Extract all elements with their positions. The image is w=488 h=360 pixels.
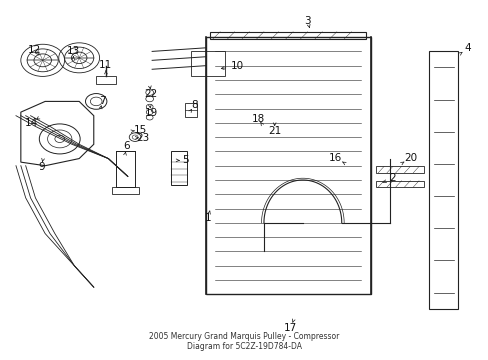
Bar xyxy=(205,37,370,294)
Text: 17: 17 xyxy=(284,323,297,333)
Bar xyxy=(375,166,424,173)
Text: 22: 22 xyxy=(144,89,158,99)
Text: 13: 13 xyxy=(66,46,80,56)
Bar xyxy=(112,187,138,194)
Text: 9: 9 xyxy=(38,162,44,172)
Text: 7: 7 xyxy=(99,96,105,106)
Text: 5: 5 xyxy=(182,156,188,165)
Bar xyxy=(96,76,116,84)
Bar xyxy=(210,32,366,39)
Text: 12: 12 xyxy=(28,45,41,55)
Text: 4: 4 xyxy=(464,43,470,53)
Text: 18: 18 xyxy=(251,113,264,123)
Text: 1: 1 xyxy=(204,212,211,222)
Text: 8: 8 xyxy=(191,100,198,110)
Text: 2005 Mercury Grand Marquis Pulley - Compressor
Diagram for 5C2Z-19D784-DA: 2005 Mercury Grand Marquis Pulley - Comp… xyxy=(149,332,339,351)
Text: 16: 16 xyxy=(328,153,342,163)
Bar xyxy=(116,152,135,187)
Text: 15: 15 xyxy=(133,125,146,135)
Bar xyxy=(375,181,424,187)
Text: 21: 21 xyxy=(267,126,281,136)
Bar xyxy=(170,152,187,185)
Text: 10: 10 xyxy=(230,62,244,71)
Bar xyxy=(191,51,224,76)
Text: 19: 19 xyxy=(144,108,158,118)
Text: 11: 11 xyxy=(99,60,112,69)
Text: 2: 2 xyxy=(388,173,395,183)
Text: 14: 14 xyxy=(25,118,38,128)
Text: 3: 3 xyxy=(304,16,310,26)
Text: 6: 6 xyxy=(123,141,130,151)
Bar xyxy=(428,51,458,309)
Bar xyxy=(185,103,197,117)
Text: 23: 23 xyxy=(137,133,150,143)
Text: 20: 20 xyxy=(404,153,416,163)
